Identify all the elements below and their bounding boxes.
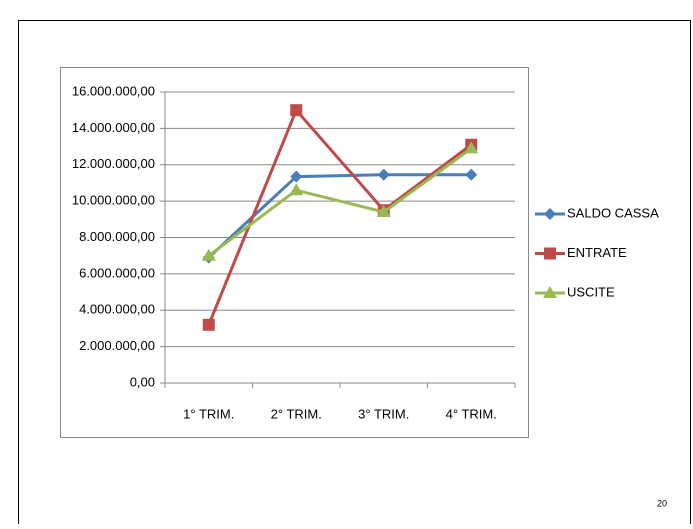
y-tick-label: 0,00 bbox=[130, 374, 155, 389]
data-point bbox=[376, 205, 391, 218]
data-point bbox=[290, 104, 303, 117]
y-tick-label: 12.000.000,00 bbox=[72, 156, 155, 171]
chart-frame bbox=[60, 67, 529, 438]
y-tick-label: 14.000.000,00 bbox=[72, 120, 155, 135]
series-line bbox=[207, 108, 473, 326]
x-tick-label: 3° TRIM. bbox=[358, 406, 409, 421]
data-point bbox=[201, 248, 216, 261]
y-tick-label: 6.000.000,00 bbox=[79, 265, 155, 280]
data-point bbox=[377, 168, 390, 181]
data-point bbox=[464, 141, 479, 154]
y-tick-label: 16.000.000,00 bbox=[72, 83, 155, 98]
y-tick-label: 10.000.000,00 bbox=[72, 193, 155, 208]
legend-label: SALDO CASSA bbox=[567, 205, 659, 220]
legend-label: USCITE bbox=[567, 284, 615, 299]
legend-label: ENTRATE bbox=[567, 245, 627, 260]
legend-marker bbox=[544, 208, 556, 220]
y-tick-label: 2.000.000,00 bbox=[79, 338, 155, 353]
x-tick-label: 2° TRIM. bbox=[271, 406, 322, 421]
y-tick-label: 4.000.000,00 bbox=[79, 302, 155, 317]
data-point bbox=[289, 183, 304, 196]
page-number: 20 bbox=[657, 498, 667, 508]
data-point bbox=[202, 318, 215, 331]
slide-border bbox=[18, 20, 691, 529]
x-tick-label: 4° TRIM. bbox=[446, 406, 497, 421]
legend-marker bbox=[543, 286, 557, 298]
x-tick-label: 1° TRIM. bbox=[183, 406, 234, 421]
data-point bbox=[465, 168, 478, 181]
legend-marker bbox=[544, 247, 556, 260]
data-point bbox=[290, 170, 303, 183]
series-line bbox=[207, 147, 473, 257]
y-tick-label: 8.000.000,00 bbox=[79, 229, 155, 244]
